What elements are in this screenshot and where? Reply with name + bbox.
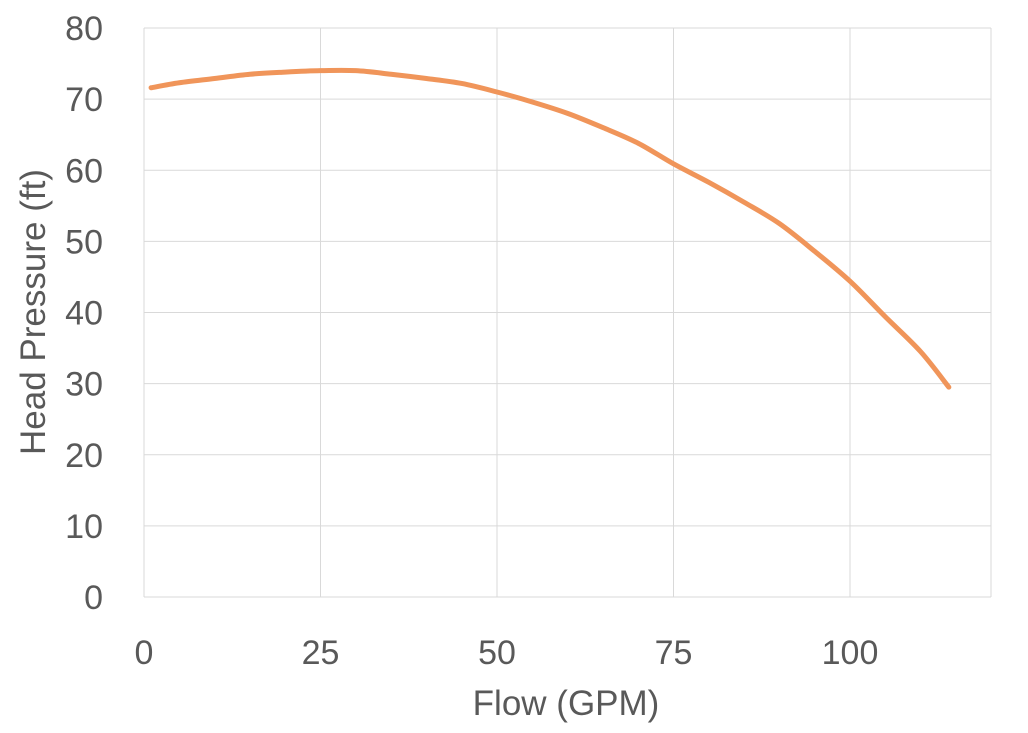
x-tick-label: 25 [302, 634, 340, 672]
x-tick-label: 75 [655, 634, 693, 672]
y-tick-label: 70 [65, 81, 103, 119]
gridlines [143, 27, 992, 598]
series-layer [148, 67, 952, 390]
y-tick-label: 60 [65, 152, 103, 190]
y-tick-label: 40 [65, 295, 103, 333]
x-tick-label: 50 [478, 634, 516, 672]
series-line [148, 67, 952, 390]
x-axis-title: Flow (GPM) [473, 684, 660, 723]
x-tick-label: 100 [822, 634, 879, 672]
x-tick-label: 0 [135, 634, 154, 672]
y-tick-label: 0 [84, 579, 103, 617]
y-tick-label: 20 [65, 437, 103, 475]
y-axis-title: Head Pressure (ft) [14, 169, 53, 455]
y-tick-label: 80 [65, 10, 103, 48]
y-tick-label: 10 [65, 508, 103, 546]
x-axis-ticks: 0 25 50 75 100 [135, 634, 879, 672]
y-tick-label: 30 [65, 366, 103, 404]
y-axis-ticks: 0 10 20 30 40 50 60 70 80 [65, 10, 103, 617]
y-tick-label: 50 [65, 223, 103, 261]
